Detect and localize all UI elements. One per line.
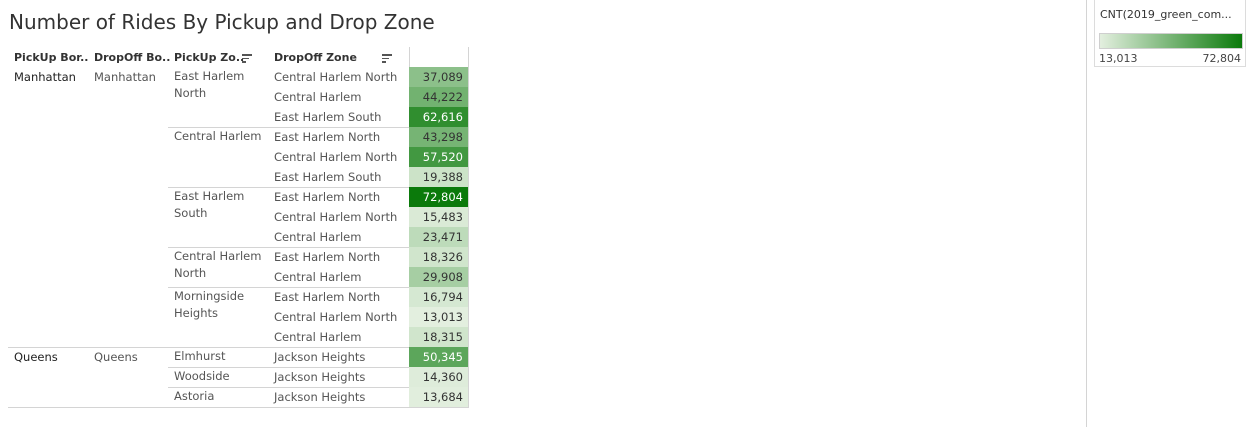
heatmap-cell[interactable]: 72,804: [409, 187, 468, 207]
heatmap-cell[interactable]: 43,298: [409, 127, 468, 147]
heatmap-cell[interactable]: 23,471: [409, 227, 468, 247]
row-divider: [168, 347, 469, 348]
dropoff-zone-label: Central Harlem: [274, 230, 362, 244]
header-pickup-borough[interactable]: PickUp Bor..: [14, 51, 89, 64]
dropoff-zone-label: Central Harlem: [274, 270, 362, 284]
row-divider: [168, 367, 469, 368]
dropoff-zone-label: East Harlem North: [274, 190, 381, 204]
pickup-zone-label: Woodside: [174, 369, 230, 383]
sort-icon[interactable]: [382, 54, 392, 63]
color-legend: CNT(2019_green_com... 13,013 72,804: [1094, 0, 1246, 67]
heatmap-cell[interactable]: 57,520: [409, 147, 468, 167]
heatmap-cell[interactable]: 44,222: [409, 87, 468, 107]
pickup-zone-label: Astoria: [174, 389, 215, 403]
legend-max-label: 72,804: [1202, 52, 1242, 65]
header-dropoff-zone[interactable]: DropOff Zone: [274, 51, 357, 64]
row-divider: [168, 187, 469, 188]
heatmap-table: PickUp Bor.. DropOff Bo.. PickUp Zo.. Dr…: [8, 47, 469, 408]
heatmap-cell[interactable]: 16,794: [409, 287, 468, 307]
sort-icon[interactable]: [242, 54, 252, 63]
heatmap-cell[interactable]: 13,684: [409, 387, 468, 407]
dropoff-zone-label: Central Harlem North: [274, 310, 398, 324]
dropoff-zone-label: Central Harlem: [274, 330, 362, 344]
legend-gradient-bar: [1099, 33, 1243, 49]
pickup-zone-label: Central Harlem North: [174, 249, 262, 280]
pickup-borough-label: Manhattan: [14, 70, 76, 84]
header-dropoff-borough[interactable]: DropOff Bo..: [94, 51, 171, 64]
heatmap-cell[interactable]: 50,345: [409, 347, 468, 367]
dropoff-zone-label: East Harlem North: [274, 250, 381, 264]
header-pickup-zone[interactable]: PickUp Zo..: [174, 51, 245, 64]
pickup-zone-label: Central Harlem: [174, 129, 262, 143]
pickup-zone-label: East Harlem North: [174, 69, 245, 100]
value-column-divider: [468, 47, 469, 408]
row-divider: [168, 387, 469, 388]
table-bottom-border: [8, 407, 469, 408]
row-divider: [168, 247, 469, 248]
row-divider: [168, 127, 469, 128]
pickup-zone-label: Elmhurst: [174, 349, 226, 363]
pickup-zone-label: Morningside Heights: [174, 289, 245, 320]
dropoff-zone-label: Jackson Heights: [274, 390, 366, 404]
dropoff-zone-label: Central Harlem: [274, 90, 362, 104]
dropoff-borough-label: Queens: [94, 350, 138, 364]
legend-title: CNT(2019_green_com...: [1100, 8, 1232, 21]
pickup-borough-label: Queens: [14, 350, 58, 364]
dropoff-zone-label: East Harlem South: [274, 110, 382, 124]
heatmap-cell[interactable]: 18,326: [409, 247, 468, 267]
dropoff-borough-label: Manhattan: [94, 70, 156, 84]
color-legend-panel: CNT(2019_green_com... 13,013 72,804: [1086, 0, 1251, 427]
dropoff-zone-label: East Harlem North: [274, 130, 381, 144]
dropoff-zone-label: East Harlem South: [274, 170, 382, 184]
chart-title: Number of Rides By Pickup and Drop Zone: [9, 10, 435, 34]
heatmap-cell[interactable]: 62,616: [409, 107, 468, 127]
dropoff-zone-label: Jackson Heights: [274, 370, 366, 384]
heatmap-cell[interactable]: 14,360: [409, 367, 468, 387]
row-divider: [168, 287, 469, 288]
dropoff-zone-label: Central Harlem North: [274, 150, 398, 164]
heatmap-cell[interactable]: 15,483: [409, 207, 468, 227]
legend-min-label: 13,013: [1099, 52, 1138, 65]
heatmap-cell[interactable]: 37,089: [409, 67, 468, 87]
dropoff-zone-label: Central Harlem North: [274, 70, 398, 84]
heatmap-cell[interactable]: 29,908: [409, 267, 468, 287]
dropoff-zone-label: East Harlem North: [274, 290, 381, 304]
heatmap-cell[interactable]: 18,315: [409, 327, 468, 347]
dropoff-zone-label: Central Harlem North: [274, 210, 398, 224]
pickup-zone-label: East Harlem South: [174, 189, 245, 220]
heatmap-cell[interactable]: 13,013: [409, 307, 468, 327]
heatmap-cell[interactable]: 19,388: [409, 167, 468, 187]
dropoff-zone-label: Jackson Heights: [274, 350, 366, 364]
